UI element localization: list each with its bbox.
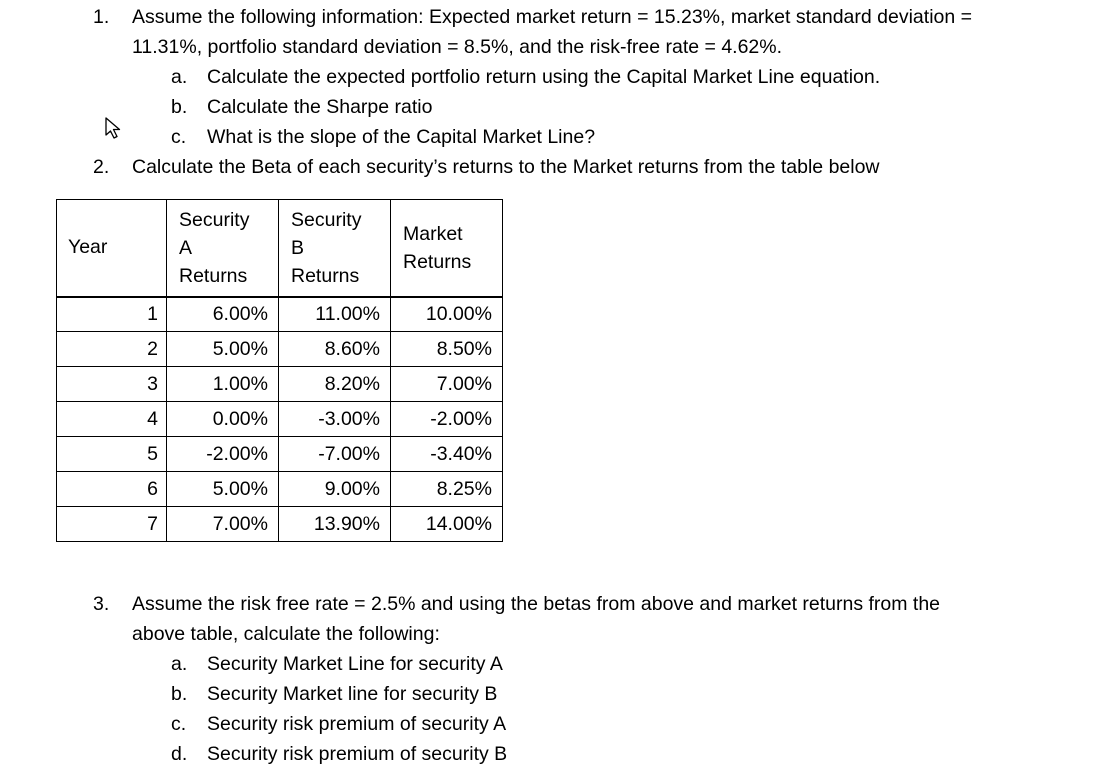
q3-text-line2: above table, calculate the following: [132,623,440,645]
cell-security-b: 13.90% [278,506,391,542]
cell-security-a: 1.00% [166,366,279,402]
q3-number: 3. [93,593,110,615]
table-row: 6 5.00% 9.00% 8.25% [56,471,503,507]
q1b-text: Calculate the Sharpe ratio [207,96,433,118]
header-market-line1: Market [403,222,463,245]
cell-market: 8.25% [390,471,503,507]
q3a-text: Security Market Line for security A [207,653,503,675]
header-security-b-line2: B [291,236,305,259]
cell-security-b: 8.60% [278,331,391,367]
cell-market: 10.00% [390,296,503,332]
table-row: 3 1.00% 8.20% 7.00% [56,366,503,402]
header-security-b-line3: Returns [291,264,360,287]
cell-market: -3.40% [390,436,503,472]
header-security-b: Security B Returns [278,199,391,298]
table-header-row: Year Security A Returns Security B Retur… [56,199,503,298]
q3b-text: Security Market line for security B [207,683,498,705]
cell-year: 4 [56,401,167,437]
returns-table: Year Security A Returns Security B Retur… [56,199,503,542]
q3d-text: Security risk premium of security B [207,743,508,765]
table-row: 4 0.00% -3.00% -2.00% [56,401,503,437]
header-security-a: Security A Returns [166,199,279,298]
cell-security-b: 9.00% [278,471,391,507]
q1-text-line2: 11.31%, portfolio standard deviation = 8… [132,36,783,58]
header-market-line2: Returns [403,250,472,273]
cell-year: 1 [56,296,167,332]
q2-number: 2. [93,156,110,178]
cell-security-b: 8.20% [278,366,391,402]
header-security-b-line1: Security [291,208,362,231]
cell-year: 7 [56,506,167,542]
q1-number: 1. [93,6,110,28]
cell-market: -2.00% [390,401,503,437]
cell-security-a: 5.00% [166,471,279,507]
table-row: 5 -2.00% -7.00% -3.40% [56,436,503,472]
q3b-letter: b. [171,683,188,705]
cell-security-a: 5.00% [166,331,279,367]
q3d-letter: d. [171,743,188,765]
q1c-text: What is the slope of the Capital Market … [207,126,596,148]
table-row: 7 7.00% 13.90% 14.00% [56,506,503,542]
table-row: 1 6.00% 11.00% 10.00% [56,296,503,332]
q1-text-line1: Assume the following information: Expect… [132,6,973,28]
cell-market: 7.00% [390,366,503,402]
header-security-a-line1: Security [179,208,250,231]
header-year: Year [56,199,167,298]
q3c-text: Security risk premium of security A [207,713,507,735]
cell-security-a: 0.00% [166,401,279,437]
q3-text-line1: Assume the risk free rate = 2.5% and usi… [132,593,941,615]
table-row: 2 5.00% 8.60% 8.50% [56,331,503,367]
mouse-pointer-icon [105,117,121,139]
header-security-a-line3: Returns [179,264,248,287]
cell-market: 14.00% [390,506,503,542]
cell-year: 6 [56,471,167,507]
q1b-letter: b. [171,96,188,118]
header-market: Market Returns [390,199,503,298]
cell-security-b: -7.00% [278,436,391,472]
q2-text: Calculate the Beta of each security’s re… [132,156,880,178]
cell-year: 5 [56,436,167,472]
q3a-letter: a. [171,653,188,675]
cell-security-a: 7.00% [166,506,279,542]
cell-security-b: -3.00% [278,401,391,437]
cell-year: 2 [56,331,167,367]
cell-security-a: 6.00% [166,296,279,332]
cell-security-a: -2.00% [166,436,279,472]
cell-security-b: 11.00% [278,296,391,332]
cell-market: 8.50% [390,331,503,367]
header-security-a-line2: A [179,236,193,259]
q1a-letter: a. [171,66,188,88]
q1c-letter: c. [171,126,187,148]
cell-year: 3 [56,366,167,402]
q1a-text: Calculate the expected portfolio return … [207,66,881,88]
q3c-letter: c. [171,713,187,735]
